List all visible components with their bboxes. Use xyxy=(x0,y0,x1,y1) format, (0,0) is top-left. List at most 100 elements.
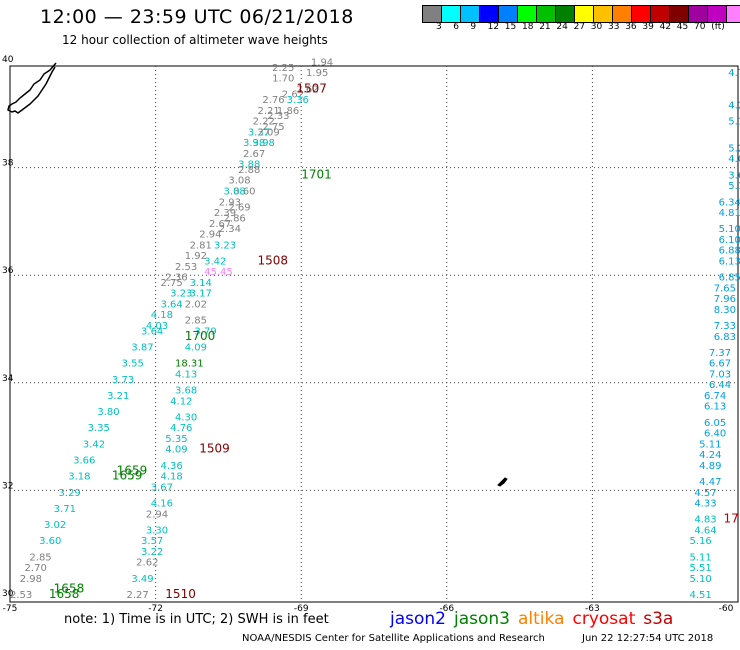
swh-value: 4.18 xyxy=(151,310,173,321)
swh-value: 45.45 xyxy=(204,267,233,278)
swh-value: 3.88 xyxy=(238,160,260,171)
swh-value: 3.23 xyxy=(170,289,192,300)
track-time-label: 1510 xyxy=(165,587,196,601)
track-time-label: 1700 xyxy=(185,329,216,343)
legend-swatch xyxy=(726,5,740,23)
swh-value: 3.42 xyxy=(83,439,105,450)
satellite-jason3: jason3 xyxy=(454,609,510,629)
legend-label: 6 xyxy=(453,22,459,32)
swh-value: 3.36 xyxy=(287,95,309,106)
swh-value: 4.09 xyxy=(185,343,207,354)
swh-value: 2.34 xyxy=(219,224,241,235)
y-tick-label: 32 xyxy=(2,481,13,491)
track-time-label: 1658 xyxy=(54,582,85,596)
x-tick-label: -66 xyxy=(439,604,454,614)
legend-label: 45 xyxy=(676,22,689,32)
legend-label: 12 xyxy=(487,22,500,32)
grid-lines xyxy=(10,66,738,602)
track-time-label: 1701 xyxy=(301,167,332,181)
legend-label: 21 xyxy=(539,22,551,32)
swh-value: 5.35 xyxy=(165,434,187,445)
swh-value: 4.83 xyxy=(694,515,716,526)
swh-value: 4.12 xyxy=(170,396,192,407)
swh-value: 4.33 xyxy=(694,499,716,510)
swh-value: 5.1 xyxy=(728,117,740,128)
swh-value: 6.34 xyxy=(719,197,740,208)
swh-value: 4.47 xyxy=(699,477,721,488)
swh-value: 2.53 xyxy=(10,590,32,601)
swh-value: 18.31 xyxy=(175,359,204,370)
legend-label: 9 xyxy=(470,22,477,32)
track-time-label: 1659 xyxy=(112,469,143,483)
swh-value: 2.93 xyxy=(219,197,241,208)
swh-value: 6.13 xyxy=(704,402,726,413)
swh-value: 3.67 xyxy=(151,482,173,493)
x-tick-label: -72 xyxy=(148,604,163,614)
swh-value: 3.57 xyxy=(141,536,163,547)
swh-value: 4.09 xyxy=(165,445,187,456)
swh-value: 3.98 xyxy=(253,138,275,149)
swh-value: 6.13 xyxy=(719,256,740,267)
swh-value: 3.66 xyxy=(73,456,95,467)
track-time-label: 17 xyxy=(723,512,738,526)
swh-value: 4.64 xyxy=(694,525,716,536)
swh-value: 1.92 xyxy=(185,251,207,262)
legend-label: 15 xyxy=(504,22,517,32)
swh-value: 3.60 xyxy=(233,187,255,198)
track-time-label: 1658 xyxy=(49,587,80,601)
swh-value: 2.81 xyxy=(190,240,212,251)
swh-value: 5.11 xyxy=(699,439,721,450)
swh-value: 2.27 xyxy=(126,590,148,601)
axis-ticks: -75 -72 -69 -66 -63 -60 40 38 36 34 32 30 xyxy=(2,55,734,614)
swh-value: 7.65 xyxy=(714,283,736,294)
swh-value: 5.51 xyxy=(689,563,711,574)
swh-value: 3.71 xyxy=(54,504,76,515)
swh-value: 3.6 xyxy=(728,170,740,181)
legend-label: (ft) xyxy=(711,22,725,32)
swh-value: 2.86 xyxy=(224,213,246,224)
swh-value: 2.62 xyxy=(296,84,318,95)
swh-value: 2.62 xyxy=(282,90,304,101)
swh-value: 6.40 xyxy=(704,429,726,440)
swh-value: 6.10 xyxy=(719,235,740,246)
swh-value: 2.53 xyxy=(175,262,197,273)
legend-label: 24 xyxy=(556,22,568,32)
color-legend-labels: 3 6 9 12 15 18 21 24 27 30 33 36 39 42 45 70 (ft) xyxy=(422,22,740,34)
y-tick-label: 40 xyxy=(2,55,14,65)
swh-value: 2.02 xyxy=(185,299,207,310)
swh-value: 4.7 xyxy=(728,68,740,79)
swh-value: 3.21 xyxy=(107,391,129,402)
swh-value: 4.51 xyxy=(689,590,711,601)
track-time-label: 1507 xyxy=(296,81,327,95)
swh-value: 3.87 xyxy=(131,343,153,354)
swh-value: 5.10 xyxy=(689,574,711,585)
coastline-north xyxy=(7,62,57,114)
swh-value: 4.13 xyxy=(175,369,197,380)
y-tick-label: 36 xyxy=(2,266,14,276)
swh-value: 2.94 xyxy=(199,230,221,241)
legend-label: 33 xyxy=(608,22,620,32)
footer-timestamp: Jun 22 12:27:54 UTC 2018 xyxy=(582,633,714,644)
swh-value: 4.03 xyxy=(146,321,168,332)
map-subtitle: 12 hour collection of altimeter wave hei… xyxy=(62,33,328,47)
swh-value: 2.70 xyxy=(25,563,47,574)
swh-value: 2.09 xyxy=(258,127,280,138)
legend-label: 70 xyxy=(694,22,706,32)
swh-value: 3.68 xyxy=(175,386,197,397)
swh-value: 2.85 xyxy=(29,552,51,563)
satellite-s3a: s3a xyxy=(643,609,674,629)
swh-value: 4.57 xyxy=(694,488,716,499)
swh-value: 6.74 xyxy=(704,391,726,402)
swh-value: 3.08 xyxy=(228,176,250,187)
y-tick-label: 30 xyxy=(2,589,14,599)
coastline xyxy=(7,62,508,487)
swh-value: 7.96 xyxy=(714,294,736,305)
swh-value: 3.02 xyxy=(44,520,66,531)
swh-value: 6.67 xyxy=(709,359,731,370)
swh-value: 6.83 xyxy=(714,332,736,343)
swh-value: 1.70 xyxy=(272,74,294,85)
swh-value: 3.14 xyxy=(190,278,212,289)
swh-value: 3.64 xyxy=(160,299,182,310)
swh-value: 3.22 xyxy=(141,547,163,558)
satellite-jason2: jason2 xyxy=(390,609,446,629)
